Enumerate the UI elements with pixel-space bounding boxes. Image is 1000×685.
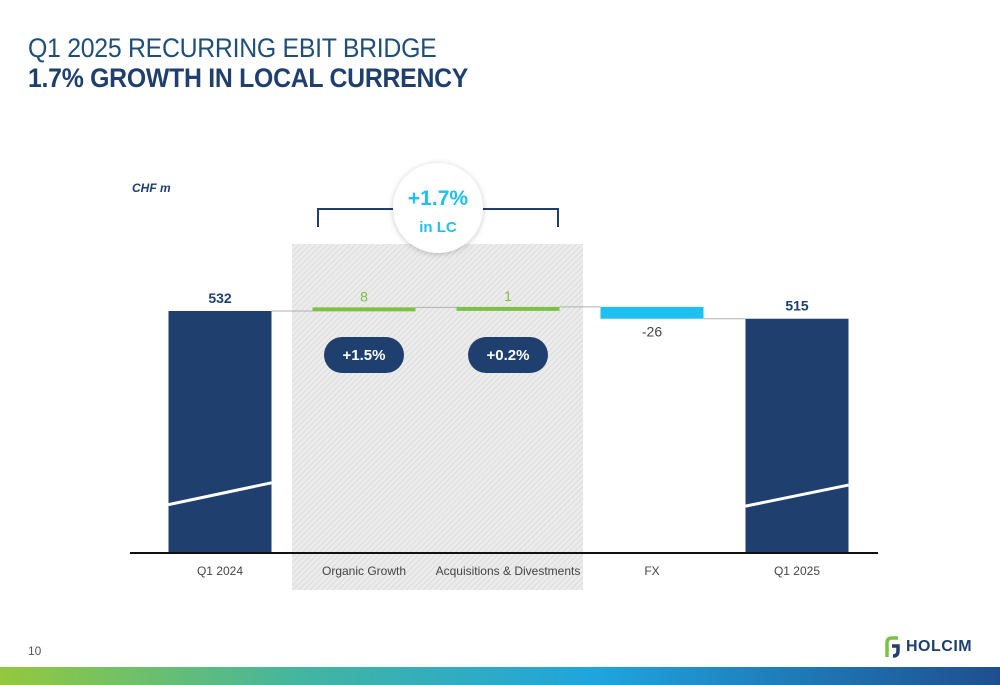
x-tick-label: Organic Growth: [322, 564, 406, 578]
holcim-logo-icon: [885, 636, 900, 658]
bar-q1-2024: [168, 311, 272, 553]
bar-decoration-line: [745, 483, 849, 508]
page-title: Q1 2025 RECURRING EBIT BRIDGE: [28, 33, 437, 63]
lc-growth-highlight: [292, 244, 583, 590]
lc-growth-callout: [393, 163, 483, 253]
data-label: -26: [642, 324, 662, 340]
data-label: 1: [504, 288, 512, 304]
x-tick-label: FX: [644, 564, 659, 578]
page-subtitle: 1.7% GROWTH IN LOCAL CURRENCY: [28, 63, 469, 93]
bar-decoration-line: [168, 481, 272, 507]
logo-text: HOLCIM: [906, 638, 973, 655]
growth-badge-label: +1.5%: [343, 347, 386, 364]
callout-value: +1.7%: [408, 187, 468, 210]
x-tick-label: Q1 2024: [197, 564, 243, 578]
data-label: 8: [360, 288, 368, 304]
growth-badge-label: +0.2%: [487, 347, 530, 364]
data-label: 532: [208, 290, 232, 306]
growth-badge: [324, 337, 404, 373]
page-number: 10: [28, 644, 42, 658]
footer-gradient-bar: [0, 667, 1000, 685]
growth-badge: [468, 337, 548, 373]
bar-acquisitions-divestments: [456, 306, 560, 311]
bar-q1-2025: [745, 318, 849, 553]
data-label: 515: [785, 298, 809, 314]
callout-sub: in LC: [419, 219, 457, 236]
unit-label: CHF m: [132, 181, 171, 195]
bar-organic-growth: [312, 307, 416, 312]
x-tick-label: Acquisitions & Divestments: [436, 564, 581, 578]
holcim-logo: HOLCIM: [884, 635, 972, 659]
x-tick-label: Q1 2025: [774, 564, 820, 578]
bar-fx: [600, 306, 704, 319]
